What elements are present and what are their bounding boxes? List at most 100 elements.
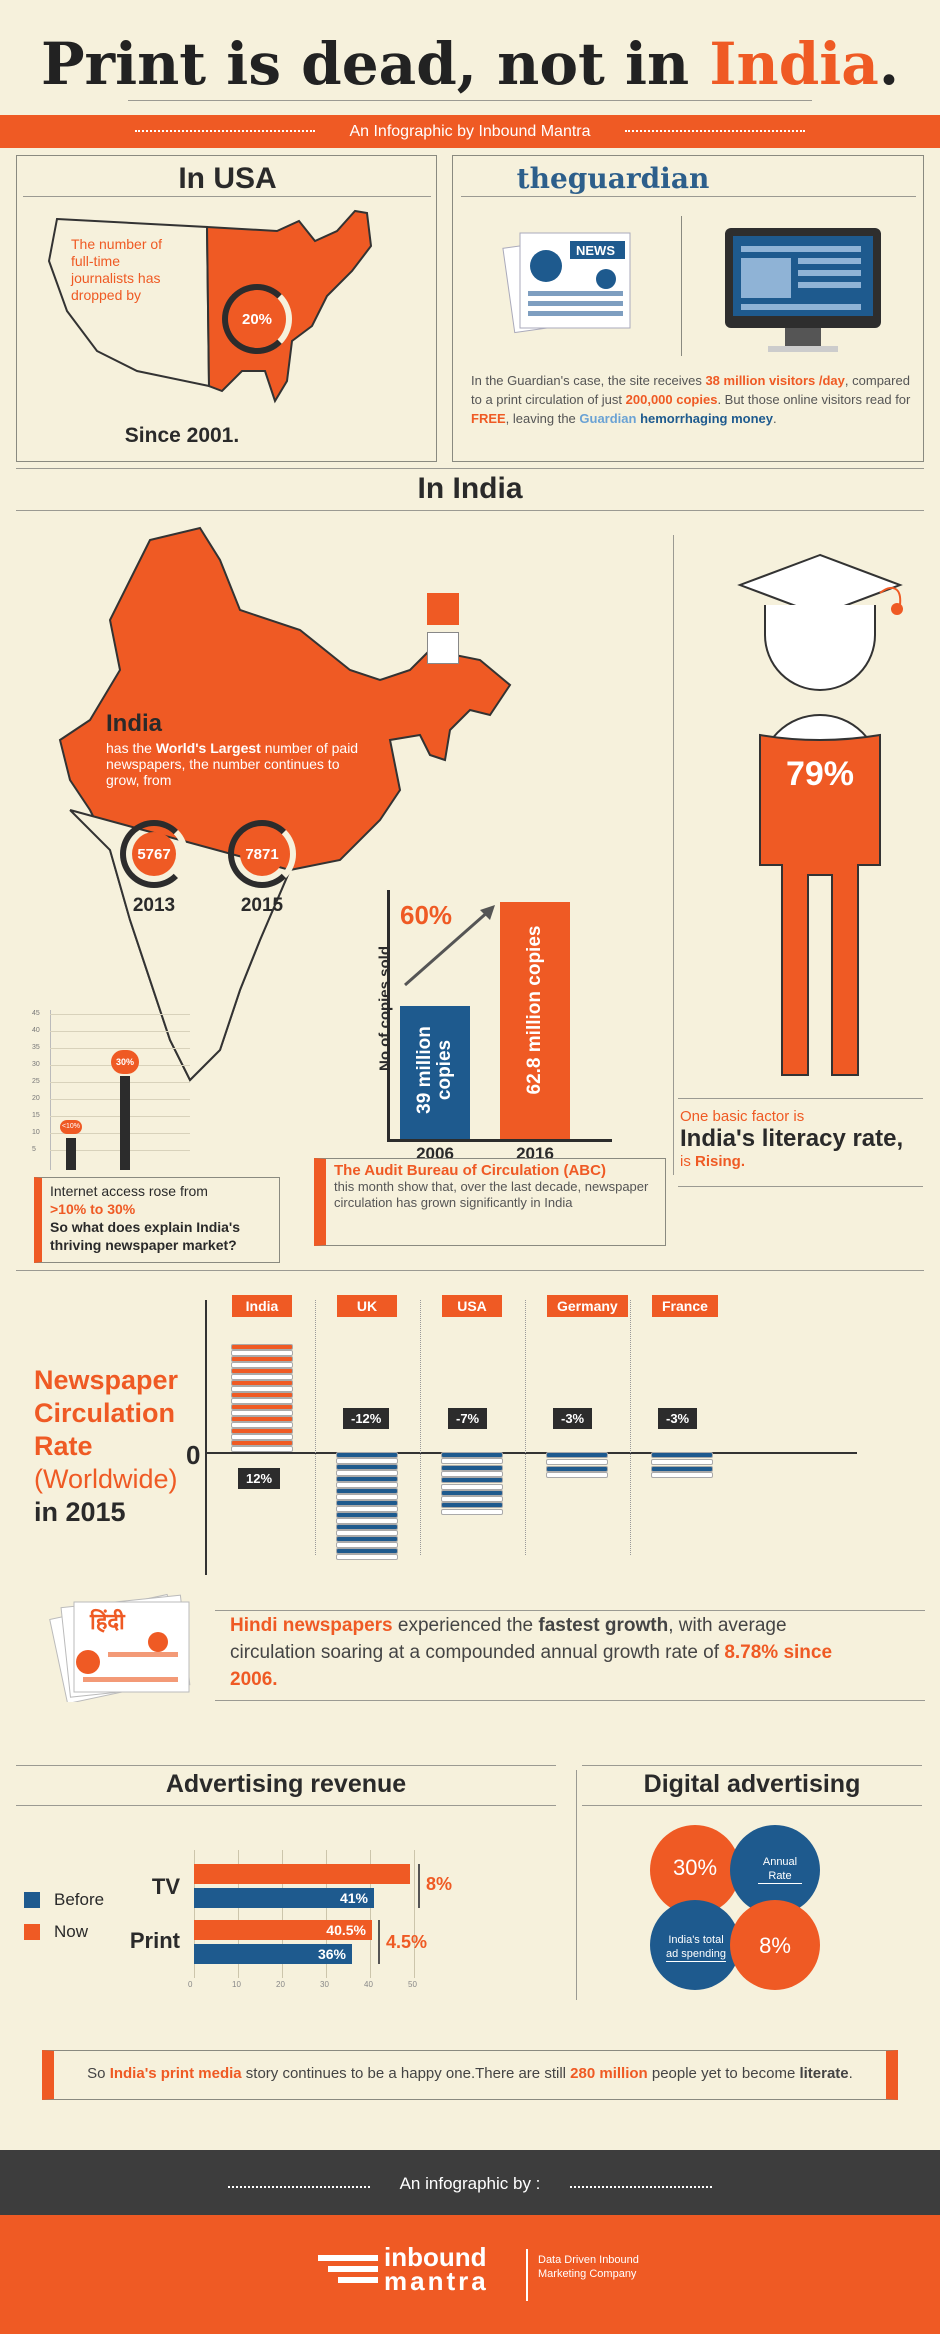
paper-stack <box>546 1452 608 1479</box>
paper-layer <box>336 1548 398 1554</box>
ring-2013: 5767 <box>120 820 188 888</box>
title-part-2: India <box>709 30 879 98</box>
ad-axis-label: 20 <box>276 1980 285 1989</box>
internet-question: So what does explain India's thriving ne… <box>50 1219 241 1253</box>
paper-layer <box>336 1452 398 1458</box>
india-map-text: has the World's Largest number of paid n… <box>106 740 359 788</box>
bar-2016-label: 62.8 million copies <box>524 925 545 1095</box>
paper-layer <box>336 1506 398 1512</box>
ad-grid-line <box>282 1850 283 1978</box>
paper-layer <box>336 1476 398 1482</box>
row-label-print: Print <box>129 1928 180 1953</box>
footer-bottom: inbound mantra Data Driven Inbound Marke… <box>0 2215 940 2334</box>
footer-tagline: Data Driven Inbound Marketing Company <box>538 2254 639 2280</box>
mini-bar-1-label: <10% <box>60 1120 82 1134</box>
mini-axis-label: 5 <box>32 1146 36 1153</box>
ad-axis-label: 50 <box>408 1980 417 1989</box>
ad-axis-label: 40 <box>364 1980 373 1989</box>
logo-text: inbound mantra <box>384 2242 489 2296</box>
paper-layer <box>546 1472 608 1479</box>
digital-c3: India's total ad spending <box>666 1934 726 1962</box>
circulation-rate: -3% <box>658 1408 698 1429</box>
paper-layer <box>231 1428 293 1434</box>
mini-bar-2 <box>120 1076 130 1170</box>
row-label-tv: TV <box>151 1874 180 1899</box>
country-tag: India <box>232 1295 292 1317</box>
bar-2006-label: 39 million copies <box>414 1026 455 1114</box>
paper-layer <box>231 1446 293 1452</box>
usa-panel: In USA The number of full-time journalis… <box>16 155 437 462</box>
paper-layer <box>231 1422 293 1428</box>
paper-layer <box>651 1465 713 1472</box>
circulation-rate: -7% <box>448 1408 488 1429</box>
mini-axis-label: 25 <box>32 1078 40 1085</box>
paper-layer <box>441 1464 503 1471</box>
logo-mark <box>318 2255 378 2283</box>
column-separator <box>630 1300 631 1555</box>
circulation-rate: -12% <box>343 1408 390 1429</box>
digital-c2: Annual Rate <box>758 1855 802 1884</box>
hindi-text: Hindi newspapers experienced the fastest… <box>230 1615 833 1690</box>
paper-layer <box>441 1470 503 1477</box>
literacy-t1: One basic factor is <box>680 1108 805 1125</box>
abc-title: The Audit Bureau of Circulation (ABC) <box>334 1162 606 1179</box>
paper-layer <box>231 1344 293 1350</box>
paper-layer <box>336 1500 398 1506</box>
paper-layer <box>336 1518 398 1524</box>
summary-box: So India's print media story continues t… <box>42 2050 898 2100</box>
monitor-icon <box>725 228 881 352</box>
paper-stack <box>231 1344 293 1452</box>
paper-layer <box>231 1392 293 1398</box>
paper-layer <box>336 1512 398 1518</box>
legend-square-orange <box>427 593 459 625</box>
year-2013: 2013 <box>132 895 176 916</box>
ad-axis-label: 0 <box>188 1980 193 1989</box>
paper-stack <box>651 1452 713 1479</box>
paper-layer <box>231 1350 293 1356</box>
tv-now-bar <box>194 1864 410 1884</box>
guardian-panel: theguardian NEWS In the Guardian's case,… <box>452 155 924 462</box>
paper-layer <box>441 1508 503 1515</box>
paper-layer <box>336 1494 398 1500</box>
paper-layer <box>231 1374 293 1380</box>
paper-layer <box>231 1356 293 1362</box>
digital-c1: 30% <box>672 1855 718 1880</box>
paper-layer <box>231 1368 293 1374</box>
paper-stack <box>336 1452 398 1560</box>
paper-layer <box>231 1404 293 1410</box>
paper-layer <box>231 1440 293 1446</box>
print-now-bar: 40.5% <box>194 1920 372 1940</box>
ad-grid-line <box>370 1850 371 1978</box>
ad-grid-line <box>194 1850 195 1978</box>
country-tag: Germany <box>547 1295 628 1317</box>
subtitle-band: An Infographic by Inbound Mantra <box>0 115 940 148</box>
title-underline <box>128 100 812 101</box>
paper-stack <box>441 1452 503 1515</box>
paper-layer <box>441 1489 503 1496</box>
guardian-text: In the Guardian's case, the site receive… <box>471 373 911 426</box>
mini-bar-1 <box>66 1138 76 1170</box>
country-tag: UK <box>337 1295 397 1317</box>
paper-layer <box>441 1483 503 1490</box>
ring-2015: 7871 <box>228 820 296 888</box>
paper-layer <box>336 1470 398 1476</box>
ad-revenue-chart: 0 10 20 30 40 50 TV 41% 8% Print 40.5% 36% 4.… <box>130 1850 560 2000</box>
usa-percent: 20% <box>234 296 280 342</box>
paper-layer <box>231 1410 293 1416</box>
zero-label: 0 <box>186 1440 201 1470</box>
digital-circles: 30% Annual Rate India's total ad spendin… <box>640 1825 840 1995</box>
paper-layer <box>231 1386 293 1392</box>
paper-layer <box>231 1362 293 1368</box>
mini-axis-label: 20 <box>32 1095 40 1102</box>
growth-arrow <box>404 905 495 987</box>
mini-axis-label: 10 <box>32 1129 40 1136</box>
paper-layer <box>651 1472 713 1479</box>
internet-range: >10% to 30% <box>50 1201 136 1217</box>
column-separator <box>420 1300 421 1555</box>
circulation-rate: -3% <box>553 1408 593 1429</box>
title-part-1: Print is dead, not in <box>40 30 710 98</box>
mini-bar-2-label: 30% <box>111 1050 139 1074</box>
paper-layer <box>336 1524 398 1530</box>
print-growth: 4.5% <box>386 1932 428 1952</box>
usa-map-text: The number of full-time journalists has … <box>71 236 163 303</box>
